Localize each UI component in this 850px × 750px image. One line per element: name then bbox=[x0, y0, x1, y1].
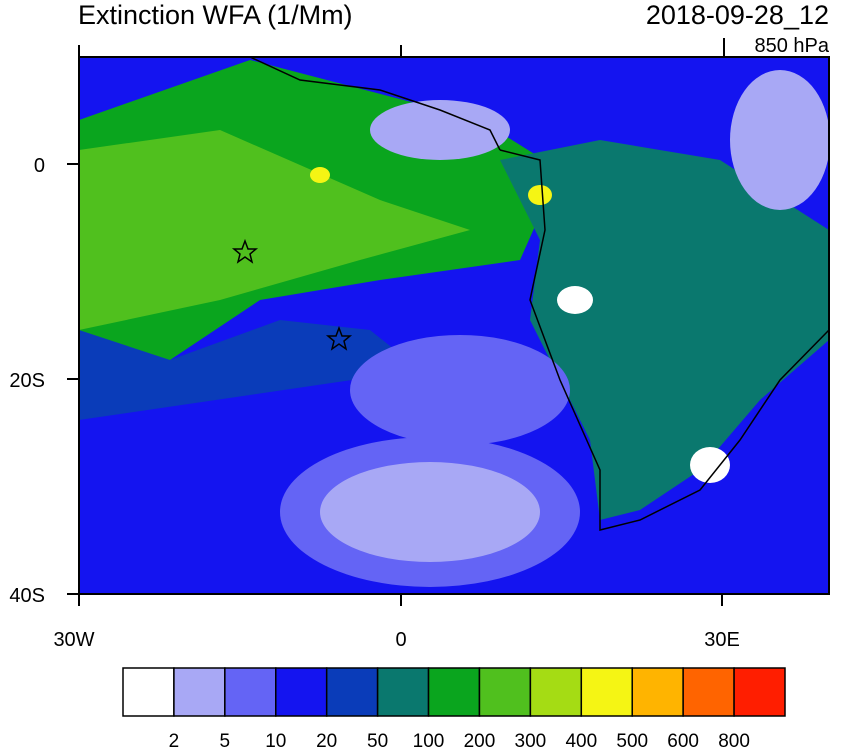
coastline bbox=[499, 149, 830, 531]
colorbar-label: 400 bbox=[565, 731, 597, 750]
colorbar-box bbox=[682, 667, 735, 717]
colorbar-box bbox=[733, 667, 786, 717]
lon-label: 30E bbox=[704, 629, 740, 651]
lon-label: 0 bbox=[395, 629, 406, 651]
star bbox=[231, 238, 259, 264]
star bbox=[325, 325, 353, 351]
colorbar-label: 800 bbox=[718, 731, 750, 750]
colorbar-box bbox=[275, 667, 328, 717]
colorbar-label: 20 bbox=[316, 731, 337, 750]
map-field bbox=[78, 56, 830, 595]
map-frame bbox=[78, 56, 830, 595]
colorbar-label: 5 bbox=[220, 731, 231, 750]
coastline bbox=[249, 56, 501, 151]
colorbar-box bbox=[224, 667, 277, 717]
colorbar-box bbox=[376, 667, 430, 717]
lon-label: 30W bbox=[53, 629, 94, 651]
field-lightgreen bbox=[79, 130, 470, 330]
colorbar-box bbox=[122, 667, 175, 717]
field-lav bbox=[350, 335, 570, 445]
date: 2018-09-28_12 bbox=[646, 0, 829, 30]
lat-label: 0 bbox=[34, 155, 45, 177]
field-lav-light bbox=[370, 100, 510, 160]
colorbar-box bbox=[529, 667, 583, 717]
colorbar-label: 2 bbox=[169, 731, 180, 750]
colorbar-box bbox=[427, 667, 481, 717]
colorbar: 2 5 10 20 50 100 200 300 400 500 600 800 bbox=[122, 667, 786, 750]
colorbar-box bbox=[478, 667, 532, 717]
colorbar-label: 100 bbox=[413, 731, 445, 750]
colorbar-label: 50 bbox=[367, 731, 388, 750]
colorbar-box bbox=[173, 667, 226, 717]
field-lav-light bbox=[730, 70, 830, 210]
field-land bbox=[500, 140, 829, 520]
field-yellow bbox=[310, 167, 330, 183]
colorbar-box bbox=[325, 667, 379, 717]
lat-label: 20S bbox=[9, 370, 45, 392]
field-lav-light bbox=[320, 462, 540, 562]
colorbar-box bbox=[580, 667, 633, 717]
colorbar-label: 300 bbox=[515, 731, 547, 750]
colorbar-label: 500 bbox=[616, 731, 648, 750]
field-yellow bbox=[528, 185, 552, 205]
level: 850 hPa bbox=[754, 35, 829, 57]
colorbar-label: 600 bbox=[667, 731, 699, 750]
field-white bbox=[690, 447, 730, 483]
lat-label: 40S bbox=[9, 585, 45, 607]
field-white bbox=[557, 286, 593, 314]
colorbar-label: 10 bbox=[265, 731, 286, 750]
title: Extinction WFA (1/Mm) bbox=[78, 0, 353, 30]
colorbar-box bbox=[631, 667, 684, 717]
axis-ticks bbox=[67, 45, 723, 606]
colorbar-label: 200 bbox=[464, 731, 496, 750]
field-darkblue bbox=[79, 320, 420, 420]
